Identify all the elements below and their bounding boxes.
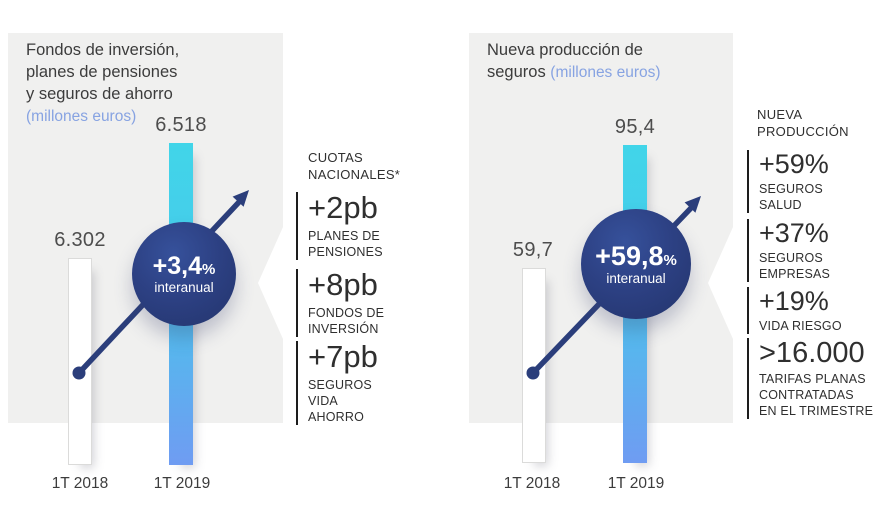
- bar-value-left-2018: 6.302: [54, 229, 106, 251]
- bar-value-right-2018: 59,7: [512, 239, 554, 261]
- stat-value: +2pb: [308, 190, 378, 225]
- stat-seguros-vida-ahorro: +7pb SEGUROS VIDA AHORRO: [296, 339, 378, 425]
- stats-header-right: NUEVA PRODUCCIÓN: [757, 107, 849, 139]
- right-panel-title-line1: Nueva producción de: [487, 41, 643, 59]
- yoy-change-badge-left: +3,4% interanual: [132, 222, 236, 326]
- stat-seguros-salud: +59% SEGUROS SALUD: [747, 149, 829, 214]
- stat-fondos-de-inversion: +8pb FONDOS DE INVERSIÓN: [296, 267, 385, 337]
- x-label-right-2019: 1T 2019: [607, 475, 665, 492]
- stat-value: +8pb: [308, 267, 378, 302]
- x-label-left-2018: 1T 2018: [51, 475, 109, 492]
- stat-planes-de-pensiones: +2pb PLANES DE PENSIONES: [296, 190, 383, 260]
- stat-value: +19%: [759, 286, 829, 316]
- stat-tarifas-planas: >16.000 TARIFAS PLANAS CONTRATADAS EN EL…: [747, 337, 874, 420]
- percent-sign: %: [663, 251, 677, 269]
- yoy-change-value-left: +3,4%: [153, 253, 216, 279]
- bar-left-1t2018: [68, 258, 92, 465]
- yoy-change-value-right: +59,8%: [595, 242, 677, 270]
- right-panel-title: Nueva producción de seguros (millones eu…: [487, 39, 661, 84]
- stat-caption: TARIFAS PLANAS CONTRATADAS EN EL TRIMEST…: [759, 372, 874, 419]
- stat-value: +37%: [759, 218, 829, 248]
- yoy-change-caption-right: interanual: [606, 271, 666, 287]
- bar-value-right-2019: 95,4: [614, 116, 656, 138]
- stat-caption: SEGUROS EMPRESAS: [759, 251, 831, 282]
- right-panel-title-line2: seguros (millones euros): [487, 61, 661, 84]
- stat-caption: PLANES DE PENSIONES: [308, 228, 383, 259]
- stat-caption: SEGUROS VIDA AHORRO: [308, 377, 372, 424]
- right-panel-subtitle: (millones euros): [550, 64, 661, 81]
- stat-seguros-empresas: +37% SEGUROS EMPRESAS: [747, 218, 831, 283]
- right-panel-title-word: seguros: [487, 63, 546, 81]
- bar-right-1t2018: [522, 268, 546, 463]
- stat-caption: SEGUROS SALUD: [759, 182, 823, 213]
- percent-sign: %: [202, 260, 216, 278]
- stat-caption: VIDA RIESGO: [759, 319, 842, 334]
- bar-value-left-2019: 6.518: [155, 114, 207, 136]
- yoy-change-badge-right: +59,8% interanual: [581, 209, 691, 319]
- x-label-left-2019: 1T 2019: [153, 475, 211, 492]
- x-label-right-2018: 1T 2018: [503, 475, 561, 492]
- stat-value: +7pb: [308, 339, 378, 374]
- stat-vida-riesgo: +19% VIDA RIESGO: [747, 286, 842, 335]
- left-panel-title: Fondos de inversión, planes de pensiones…: [26, 41, 180, 103]
- badge-number: +3,4: [152, 251, 202, 280]
- stat-value: +59%: [759, 149, 829, 179]
- stats-header-left: CUOTAS NACIONALES*: [308, 150, 401, 182]
- yoy-change-caption-left: interanual: [154, 280, 214, 296]
- badge-number: +59,8: [595, 240, 664, 271]
- left-panel-subtitle: (millones euros): [26, 108, 137, 125]
- stat-value: >16.000: [759, 337, 865, 369]
- stat-caption: FONDOS DE INVERSIÓN: [308, 305, 385, 336]
